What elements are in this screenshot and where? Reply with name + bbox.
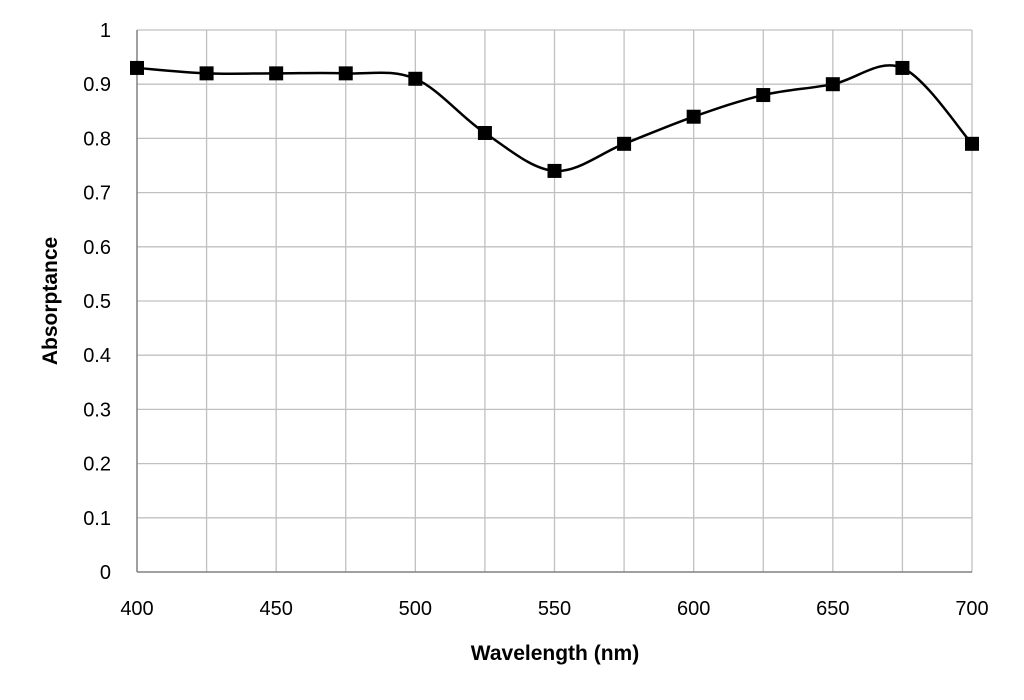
x-tick-label: 550 bbox=[538, 598, 571, 620]
y-tick-label: 0.4 bbox=[83, 345, 111, 367]
x-tick-label: 450 bbox=[259, 598, 292, 620]
data-point-marker bbox=[965, 136, 979, 151]
x-tick-label: 650 bbox=[816, 598, 849, 620]
axes bbox=[136, 30, 972, 573]
y-tick-label: 0.5 bbox=[83, 291, 111, 313]
data-point-marker bbox=[825, 77, 840, 92]
data-point-marker bbox=[269, 66, 284, 81]
data-point-marker bbox=[338, 66, 353, 81]
data-point-marker bbox=[130, 60, 144, 75]
x-tick-label: 400 bbox=[120, 598, 153, 620]
x-tick-labels: 400 450 500 550 600 650 700 bbox=[120, 598, 988, 620]
y-tick-label: 1 bbox=[100, 20, 111, 42]
y-tick-label: 0.8 bbox=[83, 128, 111, 150]
data-markers bbox=[130, 60, 979, 178]
data-point-marker bbox=[895, 60, 910, 75]
y-tick-label: 0.9 bbox=[83, 74, 111, 96]
y-tick-label: 0.7 bbox=[83, 183, 111, 205]
gridlines bbox=[137, 29, 973, 572]
data-point-marker bbox=[617, 136, 632, 151]
data-point-marker bbox=[477, 125, 492, 140]
y-tick-labels: 0 0.1 0.2 0.3 0.4 0.5 0.6 0.7 0.8 0.9 1 bbox=[83, 20, 111, 584]
data-point-marker bbox=[199, 66, 214, 81]
data-point-marker bbox=[686, 109, 701, 124]
x-tick-label: 600 bbox=[677, 598, 710, 620]
y-tick-label: 0.6 bbox=[83, 237, 111, 259]
y-axis-title: Absorptance bbox=[39, 237, 62, 365]
data-point-marker bbox=[408, 71, 423, 86]
y-tick-label: 0.3 bbox=[83, 399, 111, 421]
x-tick-label: 700 bbox=[955, 598, 988, 620]
y-tick-label: 0.2 bbox=[83, 454, 111, 476]
y-tick-label: 0.1 bbox=[83, 508, 111, 530]
data-point-marker bbox=[547, 163, 562, 178]
data-point-marker bbox=[756, 88, 771, 103]
x-axis-title: Wavelength (nm) bbox=[471, 642, 639, 665]
x-tick-label: 500 bbox=[399, 598, 432, 620]
y-tick-label: 0 bbox=[100, 562, 111, 584]
